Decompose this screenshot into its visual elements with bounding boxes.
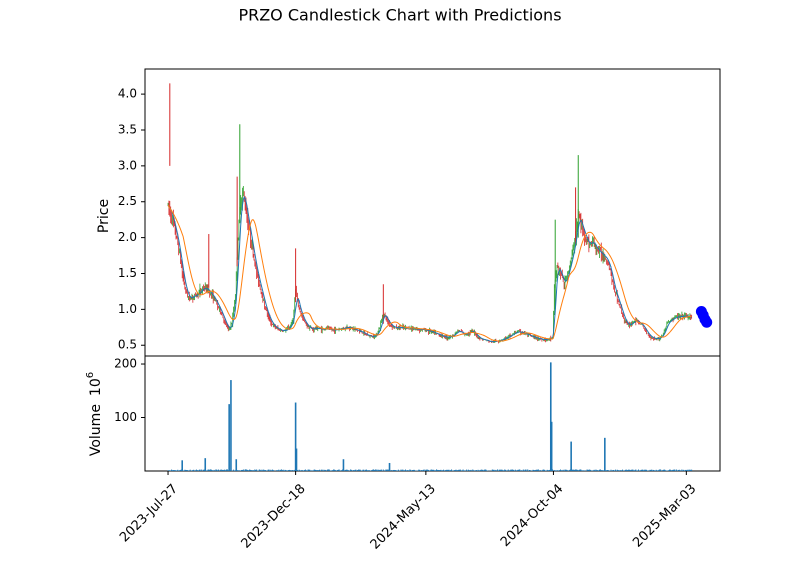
price-y-tick-label: 3.0: [118, 158, 137, 172]
price-y-tick-label: 2.5: [118, 194, 137, 208]
volume-bars: [167, 362, 693, 471]
price-y-label: Price: [96, 199, 112, 233]
volume-y-tick-label: 100: [114, 410, 137, 424]
prediction-point-3: [701, 316, 713, 328]
x-tick-label: 2023-Jul-27: [117, 481, 181, 545]
x-tick-label: 2024-May-13: [368, 481, 439, 552]
price-panel-frame: [144, 68, 721, 357]
candles: [167, 83, 693, 344]
price-y-tick-label: 2.0: [118, 230, 137, 244]
x-tick-label: 2024-Oct-04: [498, 481, 566, 549]
prediction-markers: [695, 306, 713, 328]
ma-short-line: [167, 195, 692, 343]
price-y-tick-label: 4.0: [118, 87, 137, 101]
volume-y-label-multiplier: 10: [88, 378, 104, 396]
volume-y-tick-label: 200: [114, 357, 137, 371]
moving-average-lines: [167, 195, 692, 343]
volume-y-ticks: 100 200: [114, 357, 145, 424]
chart-title: PRZO Candlestick Chart with Predictions: [238, 6, 561, 25]
price-y-tick-label: 1.0: [118, 302, 137, 316]
volume-y-label: Volume 106: [85, 372, 104, 456]
x-axis: 2023-Jul-27 2023-Dec-18 2024-May-13 2024-Oc…: [117, 471, 699, 553]
price-y-tick-label: 3.5: [118, 122, 137, 136]
volume-y-label-exponent: 6: [85, 372, 96, 378]
price-y-tick-label: 0.5: [118, 338, 137, 352]
price-y-ticks: 0.5 1.0 1.5 2.0 2.5 3.0 3.5 4.0: [118, 87, 145, 352]
volume-y-label-text: Volume: [88, 404, 104, 456]
price-panel: 0.5 1.0 1.5 2.0 2.5 3.0 3.5 4.0 Price: [96, 68, 721, 357]
x-tick-label: 2025-Mar-03: [630, 481, 699, 550]
price-y-tick-label: 1.5: [118, 266, 137, 280]
x-tick-label: 2023-Dec-18: [239, 481, 309, 551]
volume-panel: 100 200 Volume 106: [85, 355, 721, 472]
ma-long-line: [167, 205, 692, 342]
